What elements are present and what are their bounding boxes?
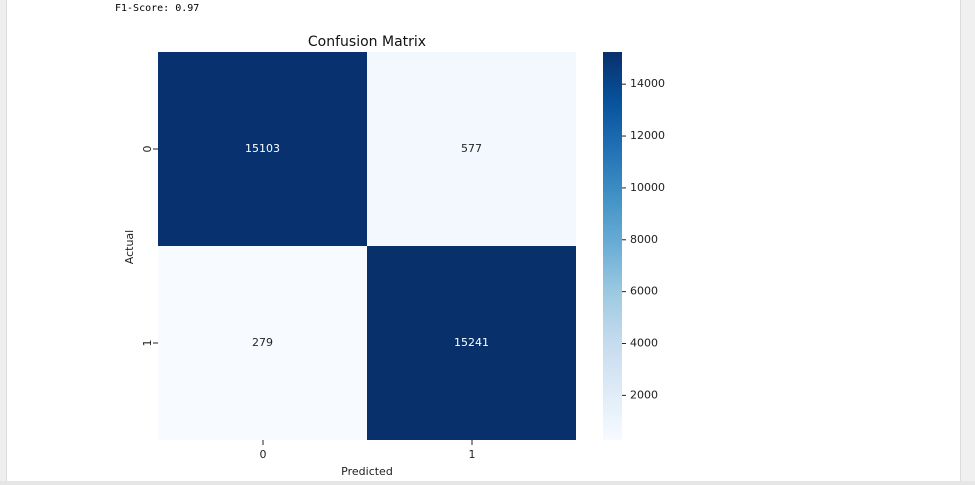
colorbar-ticks: 2000 4000 6000 8000 10000 12000 14000 (622, 77, 665, 401)
y-axis-label: Actual (123, 230, 136, 264)
heatmap-cell-1-0 (158, 246, 367, 440)
x-tick-label-0: 0 (260, 448, 267, 461)
heatmap-cell-1-1 (367, 246, 576, 440)
right-scrollbar[interactable] (960, 0, 975, 485)
heatmap-cell-label-1-0: 279 (252, 336, 273, 349)
bottom-frame (0, 481, 975, 485)
heatmap-cell-label-1-1: 15241 (454, 336, 489, 349)
colorbar-tick-label-5: 12000 (630, 129, 665, 142)
heatmap-cell-label-0-0: 15103 (245, 142, 280, 155)
chart-title: Confusion Matrix (308, 34, 426, 50)
x-tick-label-1: 1 (469, 448, 476, 461)
y-tick-label-0: 0 (141, 146, 154, 153)
left-frame (0, 0, 7, 485)
heatmap-cell-label-0-1: 577 (461, 142, 482, 155)
colorbar-tick-label-6: 14000 (630, 77, 665, 90)
y-tick-label-1: 1 (141, 340, 154, 347)
colorbar-tick-label-1: 4000 (630, 337, 658, 350)
colorbar-tick-label-0: 2000 (630, 388, 658, 401)
heatmap-cell-labels: 15103 577 279 15241 (245, 142, 489, 349)
heatmap-cells (158, 52, 576, 440)
colorbar-tick-label-3: 8000 (630, 233, 658, 246)
colorbar-tick-label-4: 10000 (630, 181, 665, 194)
x-axis-label: Predicted (341, 465, 393, 478)
colorbar-tick-label-2: 6000 (630, 285, 658, 298)
colorbar (603, 52, 622, 440)
heatmap-cell-0-1 (367, 52, 576, 246)
heatmap-cell-0-0 (158, 52, 367, 246)
f1-score-output: F1-Score: 0.97 (115, 3, 200, 14)
